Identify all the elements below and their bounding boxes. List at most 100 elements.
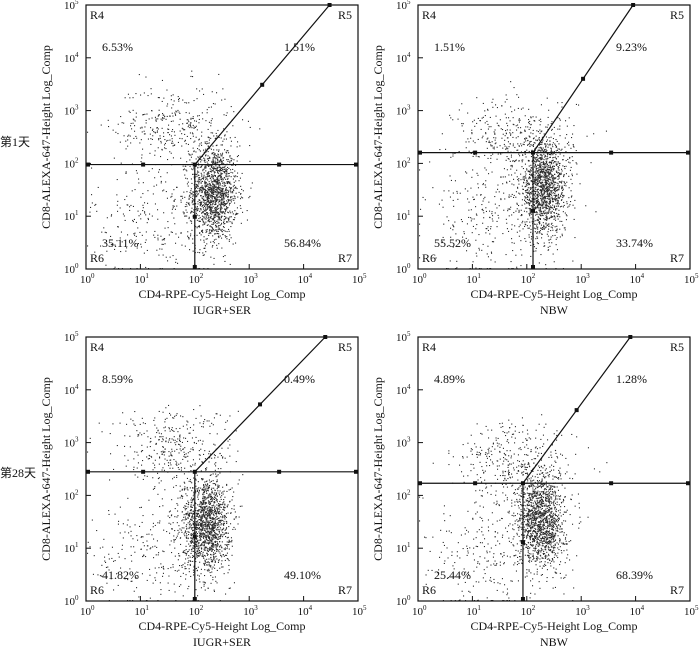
x-tick-label: 102 bbox=[521, 604, 536, 618]
y-tick-label: 102 bbox=[396, 488, 411, 502]
x-tick-label: 105 bbox=[352, 604, 367, 618]
region-percent-r4: 1.51% bbox=[434, 40, 465, 54]
region-percent-r7: 49.10% bbox=[284, 568, 321, 582]
panel-title: NBW bbox=[540, 635, 569, 649]
x-tick-label: 101 bbox=[466, 604, 481, 618]
x-tick-label: 101 bbox=[134, 604, 149, 618]
region-label-r7: R7 bbox=[338, 251, 352, 265]
x-tick-label: 104 bbox=[630, 604, 645, 618]
region-label-r5: R5 bbox=[338, 340, 352, 354]
x-tick-label: 100 bbox=[80, 604, 95, 618]
region-label-r7: R7 bbox=[670, 251, 684, 265]
region-label-r6: R6 bbox=[90, 251, 104, 265]
region-percent-r4: 8.59% bbox=[102, 372, 133, 386]
y-tick-label: 102 bbox=[396, 156, 411, 170]
region-percent-r7: 68.39% bbox=[616, 568, 653, 582]
plot-frame bbox=[417, 4, 691, 270]
x-tick-label: 100 bbox=[80, 272, 95, 286]
region-percent-r7: 56.84% bbox=[284, 236, 321, 250]
gate-handle bbox=[192, 214, 197, 219]
gate-handle bbox=[686, 481, 690, 486]
y-axis-title: CD8-ALEXA-647-Height Log_Comp bbox=[371, 45, 385, 229]
gate-handle bbox=[530, 150, 535, 155]
gate-handle bbox=[686, 150, 690, 155]
y-tick-label: 103 bbox=[396, 436, 411, 450]
x-tick-label: 102 bbox=[521, 272, 536, 286]
gate-handle bbox=[520, 597, 525, 601]
gate-handle bbox=[354, 469, 358, 474]
gate-handle bbox=[192, 265, 197, 269]
event-dots bbox=[419, 81, 607, 270]
region-label-r5: R5 bbox=[338, 8, 352, 22]
y-tick-label: 105 bbox=[396, 0, 411, 12]
region-label-r6: R6 bbox=[90, 583, 104, 597]
plot-frame bbox=[85, 4, 359, 270]
region-label-r6: R6 bbox=[422, 583, 436, 597]
x-tick-label: 103 bbox=[243, 604, 258, 618]
y-tick-label: 103 bbox=[64, 436, 79, 450]
y-tick-label: 103 bbox=[396, 104, 411, 118]
x-tick-label: 101 bbox=[134, 272, 149, 286]
gate-handle bbox=[473, 150, 478, 155]
gate-handle bbox=[609, 481, 614, 486]
row-label-day-1: 第1天 bbox=[0, 135, 30, 149]
gate-handle bbox=[327, 3, 332, 7]
gate-handle bbox=[530, 208, 535, 213]
region-percent-r7: 33.74% bbox=[616, 236, 653, 250]
y-tick-label: 100 bbox=[64, 594, 79, 608]
x-tick-label: 104 bbox=[630, 272, 645, 286]
x-tick-label: 104 bbox=[298, 604, 313, 618]
region-percent-r5: 1.28% bbox=[616, 372, 647, 386]
x-tick-label: 100 bbox=[412, 272, 427, 286]
y-tick-label: 105 bbox=[64, 330, 79, 344]
gate-handle bbox=[277, 162, 282, 167]
row-label-day-28: 第28天 bbox=[0, 466, 36, 480]
event-dots bbox=[419, 414, 608, 602]
region-percent-r6: 41.82% bbox=[102, 568, 139, 582]
x-tick-label: 104 bbox=[298, 272, 313, 286]
y-tick-label: 102 bbox=[64, 156, 79, 170]
gate-handle bbox=[628, 335, 633, 339]
x-tick-label: 100 bbox=[412, 604, 427, 618]
region-percent-r5: 9.23% bbox=[616, 40, 647, 54]
region-percent-r6: 55.52% bbox=[434, 236, 471, 250]
gate-handle bbox=[141, 162, 146, 167]
x-axis-title: CD4-RPE-Cy5-Height Log_Comp bbox=[139, 287, 306, 301]
gate-handle bbox=[277, 469, 282, 474]
region-label-r4: R4 bbox=[90, 8, 104, 22]
gate-handle bbox=[260, 82, 265, 87]
y-tick-label: 102 bbox=[64, 488, 79, 502]
region-percent-r5: 1.51% bbox=[284, 40, 315, 54]
region-label-r4: R4 bbox=[90, 340, 104, 354]
region-label-r7: R7 bbox=[338, 583, 352, 597]
y-axis-title: CD8-ALEXA-647-Height Log_Comp bbox=[39, 45, 53, 229]
gate-handle bbox=[141, 469, 146, 474]
y-tick-label: 105 bbox=[396, 330, 411, 344]
plot-frame bbox=[85, 336, 359, 602]
panel-title: IUGR+SER bbox=[193, 635, 251, 649]
x-axis-title: CD4-RPE-Cy5-Height Log_Comp bbox=[471, 287, 638, 301]
y-axis-title: CD8-ALEXA-647-Height Log_Comp bbox=[39, 377, 53, 561]
region-percent-r6: 25.44% bbox=[434, 568, 471, 582]
gate-handle bbox=[323, 335, 328, 339]
region-percent-r5: 0.49% bbox=[284, 372, 315, 386]
x-tick-label: 103 bbox=[575, 604, 590, 618]
x-tick-label: 105 bbox=[684, 604, 699, 618]
y-tick-label: 103 bbox=[64, 104, 79, 118]
x-tick-label: 105 bbox=[352, 272, 367, 286]
region-percent-r6: 35.11% bbox=[102, 236, 139, 250]
gate-handle bbox=[530, 265, 535, 269]
y-tick-label: 101 bbox=[396, 541, 411, 555]
gate-handle bbox=[418, 481, 422, 486]
y-tick-label: 101 bbox=[64, 209, 79, 223]
gate-handle bbox=[86, 469, 90, 474]
x-axis-title: CD4-RPE-Cy5-Height Log_Comp bbox=[139, 619, 306, 633]
panel-title: IUGR+SER bbox=[193, 303, 251, 317]
gate-handle bbox=[86, 162, 90, 167]
y-tick-label: 100 bbox=[64, 262, 79, 276]
